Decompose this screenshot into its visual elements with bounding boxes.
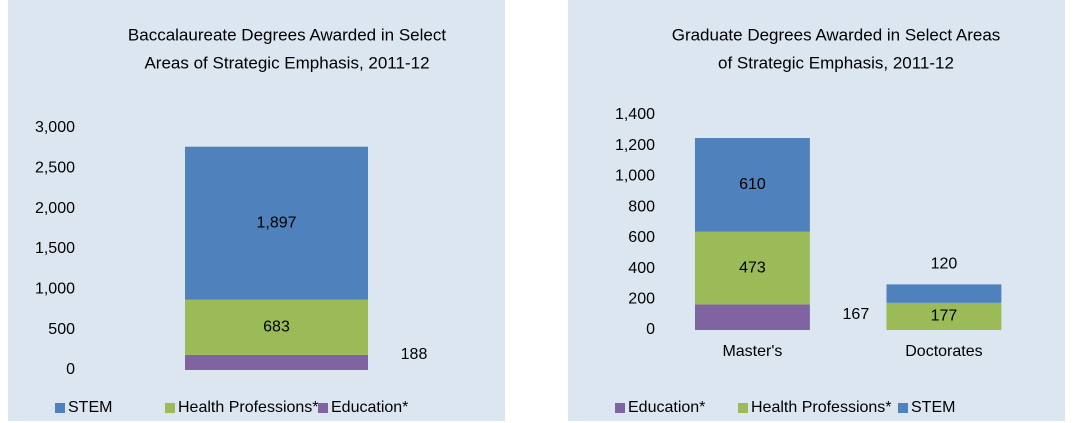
x-tick-label: Doctorates — [905, 343, 982, 360]
legend-swatch — [898, 403, 908, 413]
legend-label: STEM — [68, 399, 112, 416]
y-tick-label: 800 — [628, 198, 655, 215]
legend-label: Health Professions* — [178, 399, 319, 416]
legend-label: Education* — [331, 399, 408, 416]
data-label: 167 — [843, 306, 870, 323]
data-label: 473 — [739, 259, 766, 276]
data-label: 610 — [739, 176, 766, 193]
legend-label: Education* — [628, 399, 705, 416]
panel — [568, 0, 1065, 421]
y-tick-label: 500 — [48, 321, 75, 338]
chart-title: Areas of Strategic Emphasis, 2011-12 — [144, 53, 429, 72]
y-tick-label: 400 — [628, 260, 655, 277]
chart-title: Baccalaureate Degrees Awarded in Select — [128, 25, 446, 44]
chart-title: of Strategic Emphasis, 2011-12 — [718, 53, 954, 72]
legend-label: Health Professions* — [751, 399, 892, 416]
y-tick-label: 0 — [646, 321, 655, 338]
bar-segment — [185, 354, 368, 370]
y-tick-label: 600 — [628, 229, 655, 246]
x-tick-label: Master's — [722, 343, 782, 360]
y-tick-label: 1,500 — [35, 240, 75, 257]
legend-swatch — [318, 403, 328, 413]
y-tick-label: 1,200 — [615, 137, 655, 154]
y-tick-label: 1,000 — [35, 281, 75, 298]
y-tick-label: 200 — [628, 291, 655, 308]
data-label: 1,897 — [256, 214, 296, 231]
y-tick-label: 2,500 — [35, 160, 75, 177]
bar-segment — [185, 299, 368, 355]
bar-segment — [694, 231, 810, 305]
y-tick-label: 1,000 — [615, 168, 655, 185]
bar-segment — [694, 304, 810, 330]
bar-segment — [185, 146, 368, 300]
legend-swatch — [165, 403, 175, 413]
y-tick-label: 2,000 — [35, 200, 75, 217]
bar-segment — [886, 302, 1002, 330]
legend-label: STEM — [911, 399, 955, 416]
bar-segment — [694, 138, 810, 232]
data-label: 683 — [263, 319, 290, 336]
legend-swatch — [55, 403, 65, 413]
data-label: 177 — [931, 308, 958, 325]
y-tick-label: 3,000 — [35, 119, 75, 136]
data-label: 188 — [401, 346, 428, 363]
chart-title: Graduate Degrees Awarded in Select Areas — [672, 25, 1001, 44]
y-tick-label: 0 — [66, 361, 75, 378]
bar-segment — [886, 284, 1002, 303]
y-tick-label: 1,400 — [615, 106, 655, 123]
legend-swatch — [738, 403, 748, 413]
data-label: 120 — [931, 256, 958, 273]
legend-swatch — [615, 403, 625, 413]
